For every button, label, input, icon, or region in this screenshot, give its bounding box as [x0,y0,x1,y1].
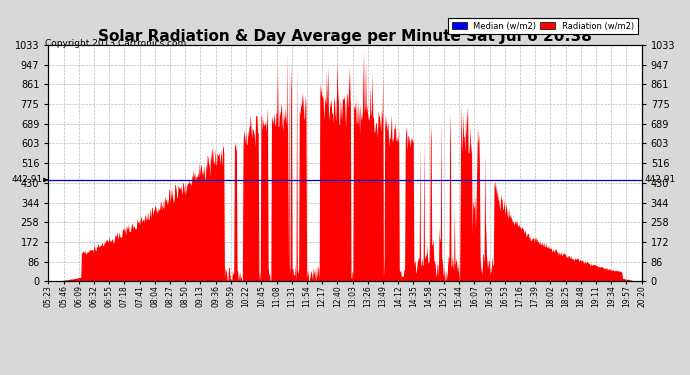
Legend: Median (w/m2), Radiation (w/m2): Median (w/m2), Radiation (w/m2) [448,18,638,34]
Text: Copyright 2013 Cartronics.com: Copyright 2013 Cartronics.com [45,39,186,48]
Text: 442.91: 442.91 [644,176,676,184]
Title: Solar Radiation & Day Average per Minute Sat Jul 6 20:38: Solar Radiation & Day Average per Minute… [98,29,592,44]
Text: 442.91: 442.91 [12,176,43,184]
